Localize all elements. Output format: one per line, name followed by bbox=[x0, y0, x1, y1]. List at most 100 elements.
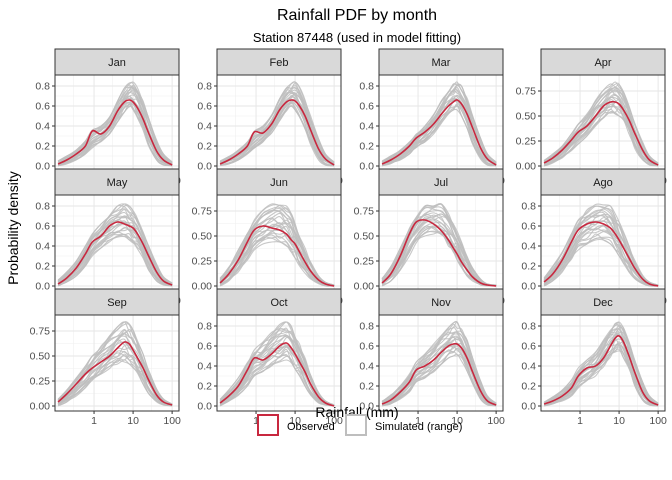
y-tick-label: 0.00 bbox=[192, 281, 213, 293]
simulated-series-line bbox=[381, 203, 497, 286]
simulated-series-line bbox=[543, 203, 659, 286]
y-tick-label: 0.50 bbox=[516, 111, 537, 123]
y-tick-label: 0.0 bbox=[35, 281, 50, 293]
observed-series-line-nov bbox=[381, 342, 497, 406]
strip-label-ago: Ago bbox=[593, 177, 613, 189]
legend-label-simulated: Simulated (range) bbox=[375, 421, 462, 433]
y-tick-label: 0.0 bbox=[35, 161, 50, 173]
strip-label-nov: Nov bbox=[431, 297, 451, 309]
panel-jan: Jan1101000.00.20.40.60.8 bbox=[35, 48, 181, 187]
panel-border-oct bbox=[216, 314, 342, 412]
simulated-lines-ago bbox=[543, 203, 659, 287]
grid-jul bbox=[379, 195, 503, 291]
y-tick-label: 0.4 bbox=[197, 361, 212, 373]
panel-sep: Sep 1 10 100 0.00 0.25 0.50 0.75 bbox=[30, 288, 181, 427]
strip-apr bbox=[540, 48, 666, 76]
y-tick-label: 0.8 bbox=[359, 321, 374, 333]
panel-border-nov bbox=[378, 314, 504, 412]
strip-label-mar: Mar bbox=[432, 57, 451, 69]
grid-ago bbox=[541, 195, 665, 291]
strip-label-may: May bbox=[107, 177, 128, 189]
strip-label-feb: Feb bbox=[270, 57, 289, 69]
panel-feb: Feb1101000.00.20.40.60.8 bbox=[197, 48, 343, 187]
simulated-series-line bbox=[57, 81, 173, 163]
y-tick-label: 0.8 bbox=[359, 81, 374, 93]
y-tick-label: 0.4 bbox=[197, 121, 212, 133]
observed-series-line-oct bbox=[219, 342, 335, 407]
y-tick-label: 0.75 bbox=[192, 206, 213, 218]
observed-series-line-jun bbox=[219, 225, 335, 287]
x-tick-label: 1 bbox=[91, 415, 97, 427]
simulated-series-line bbox=[219, 321, 335, 406]
legend: Observed Simulated (range) bbox=[257, 414, 462, 436]
y-tick-label: 0.50 bbox=[354, 231, 375, 243]
y-tick-label: 0.6 bbox=[359, 101, 374, 113]
y-tick-label: 0.0 bbox=[359, 401, 374, 413]
strip-jan bbox=[54, 48, 180, 76]
y-tick-label: 0.50 bbox=[30, 351, 51, 363]
simulated-series-line bbox=[57, 203, 173, 284]
y-tick-label: 0.50 bbox=[192, 231, 213, 243]
y-tick-label: 0.2 bbox=[35, 141, 50, 153]
simulated-series-line bbox=[57, 350, 173, 406]
strip-label-dec: Dec bbox=[593, 297, 613, 309]
simulated-lines-jan bbox=[57, 81, 173, 167]
y-tick-label: 0.4 bbox=[359, 361, 374, 373]
x-tick-label: 1 bbox=[577, 415, 583, 427]
simulated-lines-oct bbox=[219, 321, 335, 407]
x-tick-label: 1 bbox=[415, 415, 421, 427]
simulated-series-line bbox=[381, 203, 497, 286]
y-tick-label: 0.2 bbox=[35, 261, 50, 273]
y-tick-label: 0.75 bbox=[516, 86, 537, 98]
observed-series-line-jul bbox=[381, 219, 497, 287]
strip-ago bbox=[540, 168, 666, 196]
simulated-lines-dec bbox=[543, 321, 659, 407]
simulated-lines-jun bbox=[219, 203, 335, 287]
simulated-series-line bbox=[219, 328, 335, 406]
simulated-series-line bbox=[219, 99, 335, 166]
strip-oct bbox=[216, 288, 342, 316]
y-tick-label: 0.6 bbox=[521, 221, 536, 233]
y-tick-label: 0.4 bbox=[521, 241, 536, 253]
simulated-series-line bbox=[381, 97, 497, 166]
legend-key-simulated bbox=[345, 414, 367, 436]
strip-label-jun: Jun bbox=[270, 177, 288, 189]
simulated-series-line bbox=[57, 321, 173, 405]
y-tick-label: 0.0 bbox=[197, 161, 212, 173]
strip-label-jan: Jan bbox=[108, 57, 126, 69]
y-tick-label: 0.8 bbox=[521, 321, 536, 333]
simulated-series-line bbox=[219, 81, 335, 163]
simulated-series-line bbox=[219, 348, 335, 407]
panel-dec: Dec 1 10 100 0.0 0.2 0.4 0.6 0.8 bbox=[521, 288, 667, 427]
observed-series-line-ago bbox=[543, 221, 659, 287]
panel-jul: Jul1101000.000.250.500.75 bbox=[354, 168, 505, 307]
panel-oct: Oct 1 10 100 0.0 0.2 0.4 0.6 0.8 bbox=[197, 288, 343, 427]
y-tick-label: 0.6 bbox=[359, 341, 374, 353]
x-axis-title: Rainfall (mm) bbox=[315, 404, 398, 420]
simulated-series-line bbox=[381, 202, 497, 286]
y-tick-label: 0.0 bbox=[521, 281, 536, 293]
panel-apr: Apr1101000.000.250.500.75 bbox=[516, 48, 667, 187]
observed-series-line-mar bbox=[381, 99, 497, 166]
simulated-series-line bbox=[381, 331, 497, 405]
strip-nov bbox=[378, 288, 504, 316]
simulated-series-line bbox=[543, 321, 659, 404]
y-tick-label: 0.25 bbox=[30, 376, 51, 388]
simulated-series-line bbox=[381, 230, 497, 287]
simulated-series-line bbox=[220, 100, 335, 166]
y-tick-label: 0.25 bbox=[354, 256, 375, 268]
simulated-series-line bbox=[381, 342, 497, 406]
observed-series-line-may bbox=[57, 221, 173, 286]
observed-series-line-feb bbox=[219, 99, 335, 166]
y-tick-label: 0.75 bbox=[30, 326, 51, 338]
y-tick-label: 0.25 bbox=[516, 136, 537, 148]
strip-may bbox=[54, 168, 180, 196]
strip-label-sep: Sep bbox=[107, 297, 127, 309]
y-axis-title: Probability density bbox=[5, 171, 21, 285]
strip-jun bbox=[216, 168, 342, 196]
y-tick-label: 0.8 bbox=[521, 201, 536, 213]
simulated-series-line bbox=[57, 101, 173, 166]
simulated-series-line bbox=[543, 236, 659, 287]
y-tick-label: 0.4 bbox=[359, 121, 374, 133]
